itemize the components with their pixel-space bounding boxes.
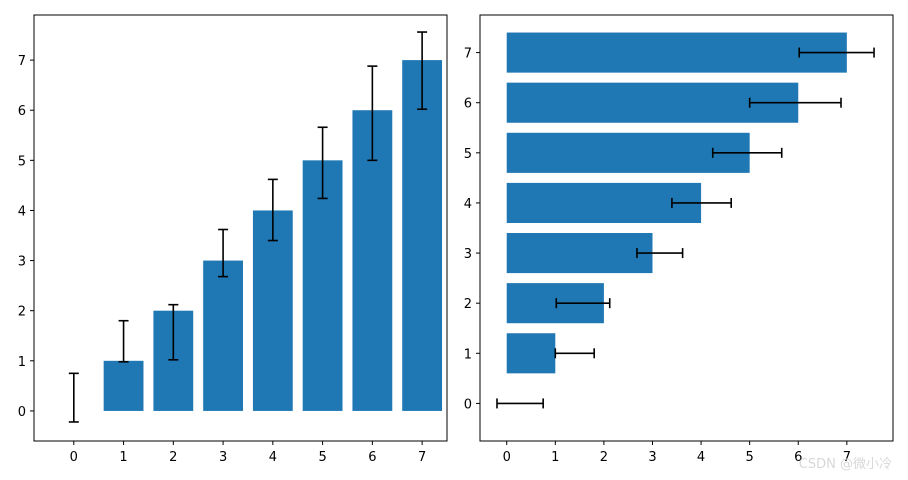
y-tick-label: 3 <box>18 255 26 270</box>
bar <box>506 333 556 374</box>
bar <box>506 182 702 223</box>
watermark: CSDN @微小冷 <box>798 457 892 472</box>
y-tick-label: 7 <box>464 47 472 62</box>
y-tick-label: 6 <box>464 97 472 112</box>
bar <box>103 360 144 411</box>
y-tick-label: 6 <box>18 104 26 119</box>
bar <box>203 260 243 411</box>
vertical-bar-chart: 0 1 2 3 4 5 6 7 0 1 2 3 4 5 6 7 <box>18 14 448 465</box>
y-tick-label: 5 <box>18 154 26 169</box>
y-tick-label: 5 <box>464 147 472 162</box>
x-tick-label: 4 <box>697 450 705 465</box>
x-tick-label: 4 <box>269 450 277 465</box>
y-tick-label: 2 <box>18 305 26 320</box>
y-tick-label: 7 <box>18 54 26 69</box>
axes-frame <box>33 14 448 442</box>
y-tick-label: 1 <box>464 347 472 362</box>
bar <box>252 210 293 411</box>
axes-frame <box>479 14 894 442</box>
x-tick-label: 2 <box>169 450 177 465</box>
bar <box>302 160 343 411</box>
bar <box>402 60 443 411</box>
x-tick-label: 6 <box>368 450 376 465</box>
x-tick-label: 1 <box>551 450 559 465</box>
bar <box>506 233 653 274</box>
y-tick-label: 4 <box>18 204 26 219</box>
x-tick-label: 2 <box>600 450 608 465</box>
x-tick-label: 5 <box>318 450 326 465</box>
x-tick-label: 0 <box>503 450 511 465</box>
x-tick-label: 0 <box>70 450 78 465</box>
x-tick-label: 7 <box>843 450 851 465</box>
bar <box>506 132 750 173</box>
x-tick-label: 3 <box>219 450 227 465</box>
y-tick-label: 3 <box>464 247 472 262</box>
y-tick-label: 1 <box>18 355 26 370</box>
y-tick-label: 4 <box>464 197 472 212</box>
y-tick-label: 0 <box>464 397 472 412</box>
x-tick-label: 5 <box>746 450 754 465</box>
y-tick-label: 0 <box>18 405 26 420</box>
x-tick-label: 6 <box>794 450 802 465</box>
x-tick-label: 3 <box>648 450 656 465</box>
y-tick-label: 2 <box>464 297 472 312</box>
bar <box>506 32 847 73</box>
horizontal-bar-chart: 0 1 2 3 4 5 6 7 0 1 2 3 4 5 6 7 <box>464 14 894 465</box>
x-tick-label: 1 <box>119 450 127 465</box>
x-tick-label: 7 <box>418 450 426 465</box>
